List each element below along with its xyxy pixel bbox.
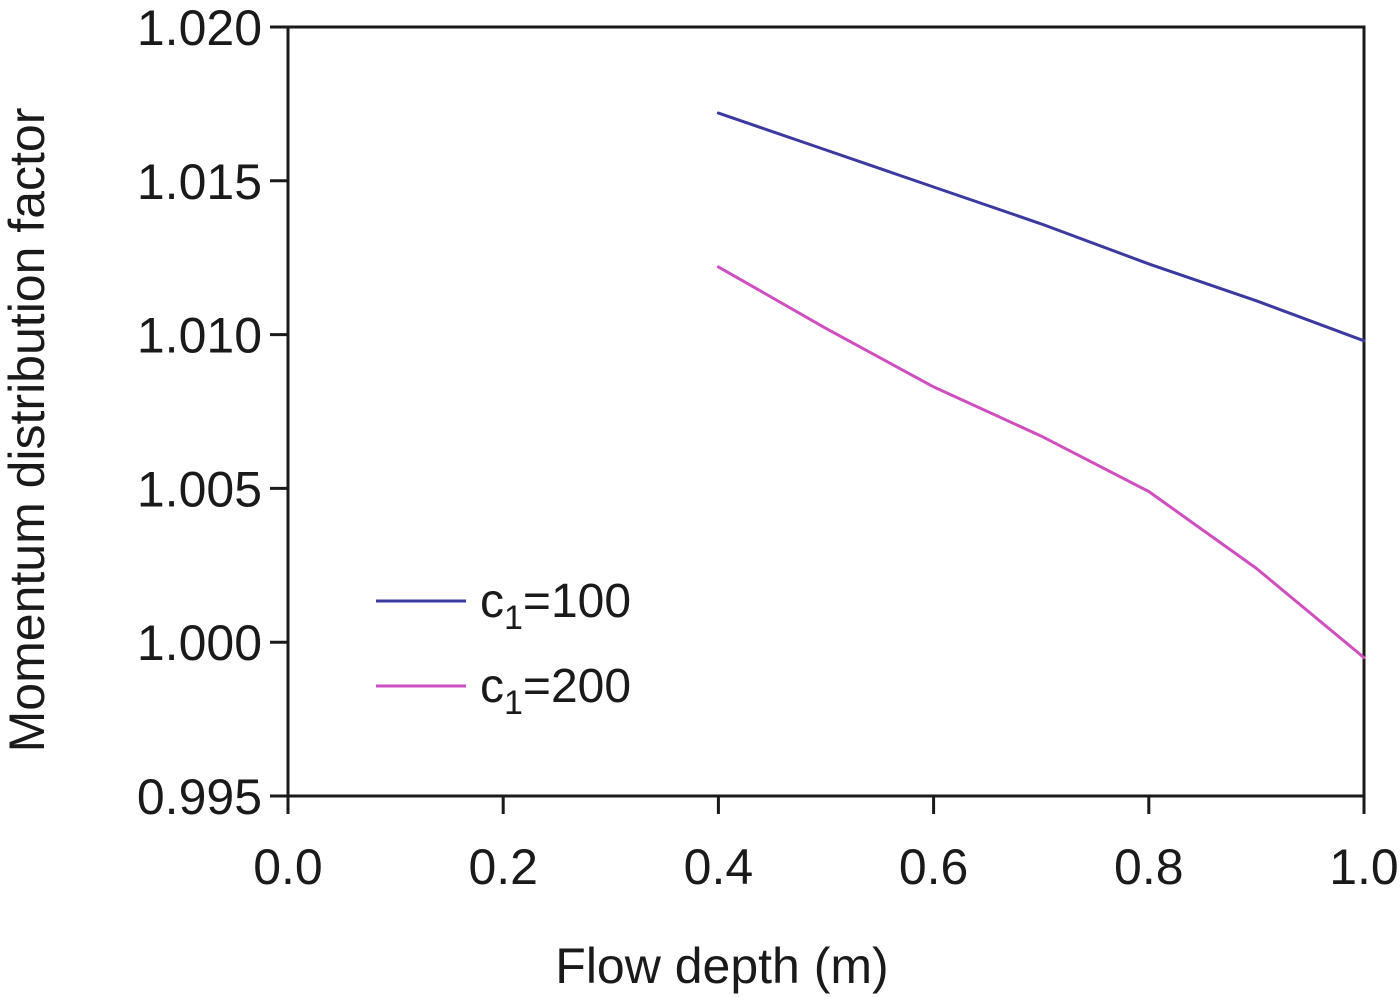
x-axis-title: Flow depth (m) — [555, 938, 888, 994]
series-line-1 — [716, 111, 1366, 343]
x-axis: 0.0 0.2 0.4 0.6 0.8 1.0 — [253, 796, 1399, 895]
y-tick-label: 1.020 — [137, 0, 262, 56]
y-tick-label: 0.995 — [137, 769, 262, 825]
y-tick-label: 1.000 — [137, 615, 262, 671]
x-tick-label: 0.6 — [899, 839, 969, 895]
plot-border — [286, 25, 1366, 798]
plot-area — [286, 25, 1366, 798]
x-tick-label: 0.8 — [1114, 839, 1184, 895]
x-tick-label: 0.2 — [468, 839, 538, 895]
legend-label-2: c1=200 — [480, 660, 631, 722]
x-tick-label: 0.4 — [684, 839, 754, 895]
y-axis: 0.995 1.000 1.005 1.010 1.015 1.020 — [137, 0, 288, 825]
y-tick-label: 1.005 — [137, 461, 262, 517]
legend: c1=100 c1=200 — [376, 575, 631, 722]
y-tick-label: 1.010 — [137, 308, 262, 364]
series-line-2 — [716, 265, 1366, 660]
y-axis-title: Momentum distribution factor — [0, 108, 55, 753]
y-tick-label: 1.015 — [137, 154, 262, 210]
x-tick-label: 0.0 — [253, 839, 323, 895]
x-tick-label: 1.0 — [1329, 839, 1399, 895]
series-lines — [716, 111, 1366, 660]
legend-label-1: c1=100 — [480, 575, 631, 637]
